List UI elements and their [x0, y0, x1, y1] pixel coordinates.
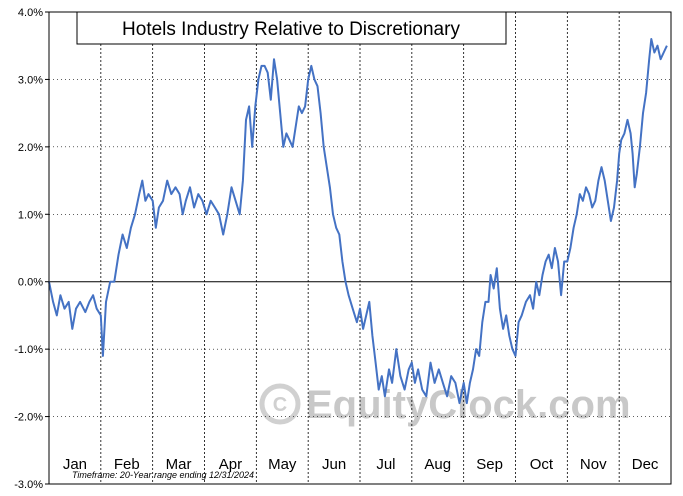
y-tick-label: 2.0% — [18, 142, 43, 154]
x-tick-label: Aug — [424, 456, 451, 473]
chart-title: Hotels Industry Relative to Discretionar… — [76, 11, 507, 45]
y-tick-label: -3.0% — [14, 479, 43, 491]
x-tick-label: May — [268, 456, 297, 473]
title-box — [76, 11, 507, 45]
watermark: C EquityClock.com — [259, 383, 631, 427]
x-tick-label: Jul — [376, 456, 395, 473]
x-tick-label: Sep — [476, 456, 503, 473]
footnote: Timeframe: 20-Year range ending 12/31/20… — [72, 470, 254, 480]
y-tick-label: -1.0% — [14, 344, 43, 356]
x-tick-label: Apr — [219, 456, 242, 473]
x-tick-label: Nov — [580, 456, 607, 473]
svg-text:C: C — [273, 394, 287, 416]
x-tick-label: Dec — [632, 456, 659, 473]
x-tick-label: Mar — [166, 456, 192, 473]
y-tick-label: -2.0% — [14, 412, 43, 424]
x-tick-label: Oct — [530, 456, 554, 473]
y-tick-label: 4.0% — [18, 7, 43, 19]
x-tick-label: Jan — [63, 456, 87, 473]
vertical-gridlines — [100, 12, 620, 484]
y-tick-label: 3.0% — [18, 74, 43, 86]
series-line — [48, 38, 668, 405]
y-tick-label: 1.0% — [18, 209, 43, 221]
title-text: Hotels Industry Relative to Discretionar… — [122, 19, 460, 40]
watermark-logo: C — [259, 383, 301, 425]
y-tick-label: 0.0% — [18, 277, 43, 289]
x-tick-label: Jun — [322, 456, 346, 473]
x-axis-ticks: Jan Feb Mar Apr May Jun Jul Aug Sep Oct Nov Dec — [63, 456, 659, 473]
y-axis-ticks: 4.0% 3.0% 2.0% 1.0% 0.0% -1.0% -2.0% -3.0% — [14, 7, 49, 491]
x-tick-label: Feb — [114, 456, 140, 473]
